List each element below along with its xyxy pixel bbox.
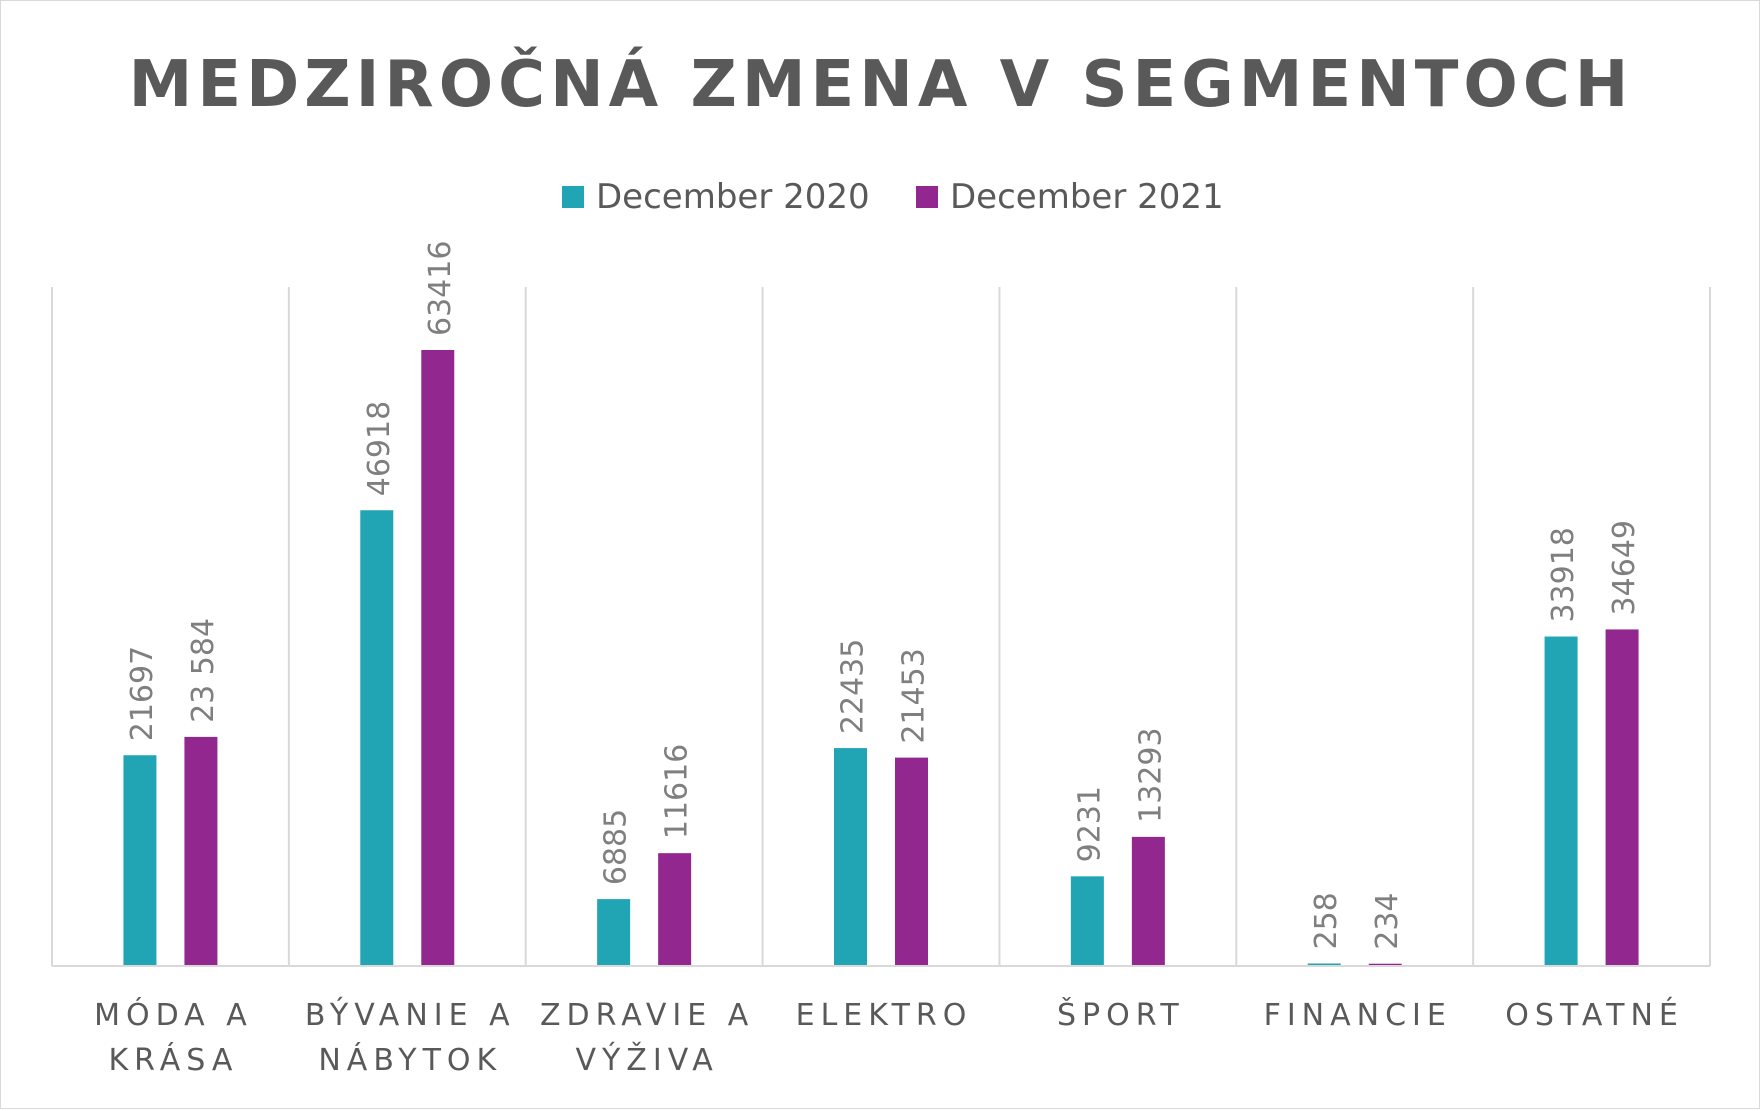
category-label-3-line-2: VÝŽIVA [575, 1042, 718, 1078]
legend-swatch-2 [916, 186, 938, 208]
data-label-4-series-2: 21453 [897, 648, 932, 743]
bars [123, 350, 1639, 966]
data-label-4-series-1: 22435 [836, 639, 871, 734]
category-label-1-line-1: MÓDA A [94, 996, 253, 1033]
chart-title: MEDZIROČNÁ ZMENA V SEGMENTOCH [129, 46, 1634, 122]
legend-item-1: December 2020 [562, 177, 870, 217]
bar-7-series-1 [1544, 636, 1578, 966]
category-label-2-line-1: BÝVANIE A [305, 997, 516, 1033]
legend-label-2: December 2021 [950, 177, 1224, 217]
data-label-2-series-2: 63416 [423, 241, 458, 336]
data-label-6-series-1: 258 [1309, 892, 1344, 949]
bar-5-series-2 [1131, 836, 1165, 966]
data-label-2-series-1: 46918 [362, 401, 397, 496]
bar-6-series-1 [1307, 963, 1341, 966]
data-label-7-series-2: 34649 [1607, 520, 1642, 615]
category-label-7-line-1: OSTATNÉ [1505, 997, 1684, 1033]
category-label-3-line-1: ZDRAVIE A [540, 998, 754, 1033]
bar-3-series-1 [597, 899, 631, 966]
legend-item-2: December 2021 [916, 177, 1224, 217]
bar-6-series-2 [1368, 963, 1402, 966]
data-label-7-series-1: 33918 [1546, 527, 1581, 622]
data-label-3-series-1: 6885 [599, 809, 634, 885]
category-label-5-line-1: ŠPORT [1057, 996, 1185, 1033]
category-label-6-line-1: FINANCIE [1264, 998, 1452, 1033]
bar-5-series-1 [1070, 876, 1104, 966]
data-label-5-series-2: 13293 [1133, 727, 1168, 822]
data-label-6-series-2: 234 [1370, 892, 1405, 949]
bar-2-series-1 [360, 510, 394, 966]
bar-3-series-2 [658, 853, 692, 966]
bar-1-series-1 [123, 755, 157, 966]
legend-swatch-1 [562, 186, 584, 208]
bar-1-series-2 [184, 736, 218, 966]
category-label-2-line-2: NÁBYTOK [318, 1042, 502, 1078]
category-labels: MÓDA A KRÁSA BÝVANIE A NÁBYTOK ZDRAVIE A VÝŽI… [94, 996, 1684, 1078]
legend: December 2020 December 2021 [562, 177, 1224, 217]
bar-4-series-2 [895, 757, 928, 966]
category-label-1-line-2: KRÁSA [108, 1042, 238, 1078]
category-label-4-line-1: ELEKTRO [796, 998, 973, 1033]
bar-7-series-2 [1605, 629, 1639, 966]
data-label-1-series-2: 23 584 [186, 618, 221, 723]
legend-label-1: December 2020 [596, 177, 870, 217]
category-separators [51, 287, 1711, 966]
data-labels: 21697 23 584 46918 63416 6885 11616 22435 21453… [125, 241, 1642, 950]
bar-2-series-2 [421, 350, 455, 966]
data-label-1-series-1: 21697 [125, 646, 160, 741]
bar-4-series-1 [834, 748, 867, 966]
data-label-3-series-2: 11616 [660, 744, 695, 839]
data-label-5-series-1: 9231 [1072, 786, 1107, 862]
